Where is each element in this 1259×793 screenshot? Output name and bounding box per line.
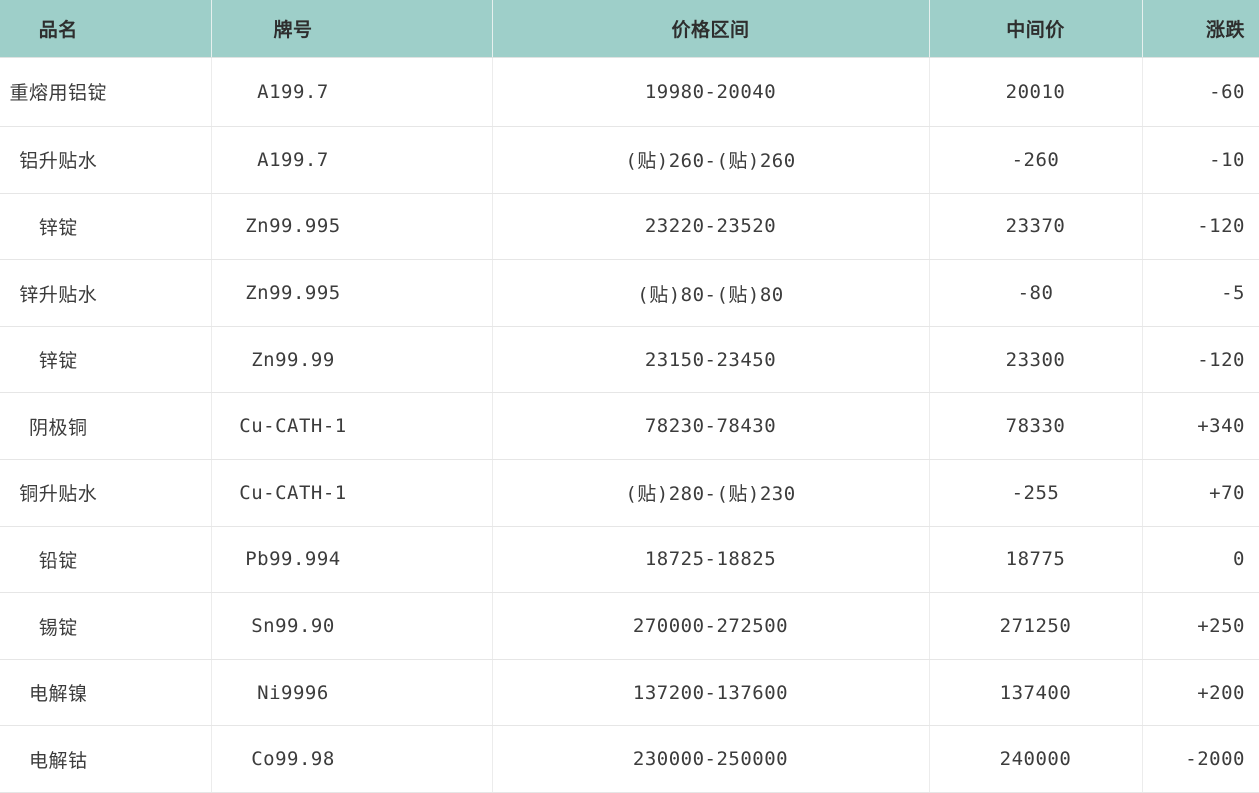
cell-name: 铅锭	[0, 526, 212, 594]
cell-change: -60	[1142, 57, 1259, 128]
cell-mid-price: 23370	[929, 193, 1143, 261]
table-row: 锌锭 Zn99.995 23220-23520 23370 -120	[0, 193, 1259, 261]
table-row: 电解钴 Co99.98 230000-250000 240000 -2000	[0, 725, 1259, 793]
cell-name: 重熔用铝锭	[0, 57, 212, 128]
table-row: 锡锭 Sn99.90 270000-272500 271250 +250	[0, 592, 1259, 660]
column-header-change: 涨跌	[1142, 0, 1259, 58]
cell-change: -10	[1142, 126, 1259, 194]
cell-mid-price: -255	[929, 459, 1143, 527]
table-row: 锌升贴水 Zn99.995 (贴)80-(贴)80 -80 -5	[0, 259, 1259, 327]
cell-mid-price: -80	[929, 259, 1143, 327]
cell-price-range: 23220-23520	[492, 193, 930, 261]
cell-grade: Co99.98	[211, 725, 493, 793]
cell-grade: Zn99.995	[211, 193, 493, 261]
cell-mid-price: 18775	[929, 526, 1143, 594]
cell-price-range: 230000-250000	[492, 725, 930, 793]
cell-price-range: 23150-23450	[492, 326, 930, 394]
cell-grade: Cu-CATH-1	[211, 459, 493, 527]
cell-mid-price: 78330	[929, 392, 1143, 461]
cell-change: +250	[1142, 592, 1259, 660]
column-header-grade: 牌号	[211, 0, 493, 58]
cell-name: 阴极铜	[0, 392, 212, 461]
cell-mid-price: 20010	[929, 57, 1143, 128]
cell-price-range: 78230-78430	[492, 392, 930, 461]
cell-change: -120	[1142, 326, 1259, 394]
cell-name: 电解镍	[0, 659, 212, 727]
cell-mid-price: 271250	[929, 592, 1143, 660]
cell-price-range: 19980-20040	[492, 57, 930, 128]
table-row: 铅锭 Pb99.994 18725-18825 18775 0	[0, 526, 1259, 594]
cell-mid-price: 23300	[929, 326, 1143, 394]
cell-change: -2000	[1142, 725, 1259, 793]
cell-change: -120	[1142, 193, 1259, 261]
cell-mid-price: 240000	[929, 725, 1143, 793]
cell-price-range: 137200-137600	[492, 659, 930, 727]
cell-price-range: 270000-272500	[492, 592, 930, 660]
cell-grade: Pb99.994	[211, 526, 493, 594]
cell-price-range: (贴)80-(贴)80	[492, 259, 930, 327]
cell-price-range: (贴)260-(贴)260	[492, 126, 930, 194]
cell-name: 锡锭	[0, 592, 212, 660]
cell-change: +70	[1142, 459, 1259, 527]
cell-grade: Ni9996	[211, 659, 493, 727]
cell-name: 铝升贴水	[0, 126, 212, 194]
cell-grade: A199.7	[211, 57, 493, 128]
table-body: 重熔用铝锭 A199.7 19980-20040 20010 -60 铝升贴水 A199.7…	[0, 57, 1259, 793]
cell-price-range: (贴)280-(贴)230	[492, 459, 930, 527]
table-row: 电解镍 Ni9996 137200-137600 137400 +200	[0, 659, 1259, 727]
table-row: 铜升贴水 Cu-CATH-1 (贴)280-(贴)230 -255 +70	[0, 459, 1259, 527]
table-row: 重熔用铝锭 A199.7 19980-20040 20010 -60	[0, 57, 1259, 128]
cell-grade: A199.7	[211, 126, 493, 194]
header-row: 品名 牌号 价格区间 中间价 涨跌	[0, 0, 1259, 58]
cell-name: 电解钴	[0, 725, 212, 793]
cell-grade: Zn99.99	[211, 326, 493, 394]
cell-grade: Cu-CATH-1	[211, 392, 493, 461]
cell-grade: Zn99.995	[211, 259, 493, 327]
cell-price-range: 18725-18825	[492, 526, 930, 594]
cell-change: +200	[1142, 659, 1259, 727]
cell-change: -5	[1142, 259, 1259, 327]
cell-change: 0	[1142, 526, 1259, 594]
column-header-name: 品名	[0, 0, 212, 58]
table-row: 锌锭 Zn99.99 23150-23450 23300 -120	[0, 326, 1259, 394]
cell-mid-price: -260	[929, 126, 1143, 194]
cell-change: +340	[1142, 392, 1259, 461]
cell-name: 铜升贴水	[0, 459, 212, 527]
cell-name: 锌升贴水	[0, 259, 212, 327]
cell-grade: Sn99.90	[211, 592, 493, 660]
column-header-mid-price: 中间价	[929, 0, 1143, 58]
table-row: 阴极铜 Cu-CATH-1 78230-78430 78330 +340	[0, 392, 1259, 461]
cell-name: 锌锭	[0, 193, 212, 261]
cell-name: 锌锭	[0, 326, 212, 394]
column-header-price-range: 价格区间	[492, 0, 930, 58]
table-row: 铝升贴水 A199.7 (贴)260-(贴)260 -260 -10	[0, 126, 1259, 194]
cell-mid-price: 137400	[929, 659, 1143, 727]
